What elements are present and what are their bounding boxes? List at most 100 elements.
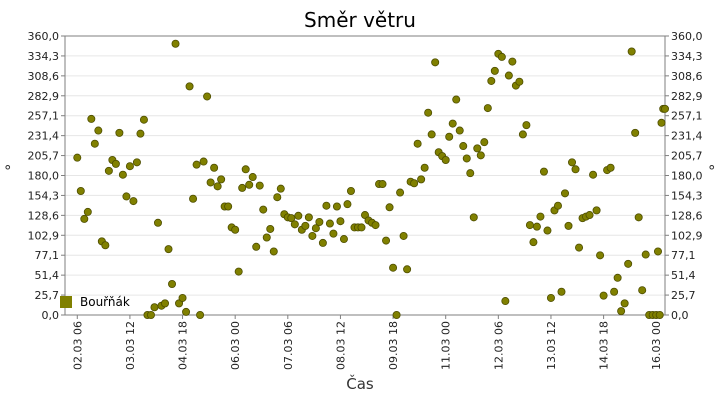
data-point (83, 207, 92, 216)
x-tick-label: 11.03 00 (440, 321, 453, 370)
data-point (322, 201, 331, 210)
data-point (613, 273, 622, 282)
y-tick-label: 0,0 (671, 309, 689, 322)
data-point (115, 128, 124, 137)
data-point (287, 214, 296, 223)
data-point (420, 163, 429, 172)
data-point (122, 192, 131, 201)
data-point (617, 307, 626, 316)
data-point (248, 173, 257, 182)
x-tick-label: 03.03 12 (124, 321, 137, 370)
data-point (487, 76, 496, 85)
data-point (153, 218, 162, 227)
data-point (599, 291, 608, 300)
data-point (210, 163, 219, 172)
data-point (592, 206, 601, 215)
data-point (634, 213, 643, 222)
data-point (136, 129, 145, 138)
data-point (231, 225, 240, 234)
data-point (564, 221, 573, 230)
legend: Bouřňák (60, 295, 130, 309)
data-point (304, 213, 313, 222)
data-point (490, 66, 499, 75)
data-point (318, 238, 327, 247)
data-point (653, 247, 662, 256)
y-tick-label: 51,4 (671, 269, 696, 282)
x-tick-label: 04.03 18 (177, 321, 190, 370)
data-point (259, 205, 268, 214)
data-point (459, 142, 468, 151)
data-point (529, 238, 538, 247)
y-tick-label: 334,3 (671, 50, 703, 63)
x-tick-label: 12.03 06 (492, 321, 505, 370)
y-tick-label: 360,0 (671, 30, 703, 43)
data-point (441, 155, 450, 164)
legend-swatch (60, 296, 72, 308)
data-point (118, 170, 127, 179)
data-point (238, 183, 247, 192)
y-axis-label-right: ° (708, 162, 716, 180)
y-tick-label: 154,3 (671, 189, 703, 202)
y-tick-label: 25,7 (35, 289, 60, 302)
data-point (241, 165, 250, 174)
x-tick-label: 06.03 00 (229, 321, 242, 370)
data-point (641, 250, 650, 259)
data-point (585, 211, 594, 220)
data-point (203, 92, 212, 101)
x-tick-label: 09.03 18 (387, 321, 400, 370)
data-point (480, 138, 489, 147)
data-point (631, 128, 640, 137)
data-point (252, 242, 261, 251)
y-tick-label: 282,9 (28, 90, 60, 103)
data-point (199, 157, 208, 166)
data-point (276, 184, 285, 193)
data-point (417, 175, 426, 184)
y-tick-label: 231,4 (671, 130, 703, 143)
y-tick-label: 205,7 (28, 150, 60, 163)
data-point (445, 132, 454, 141)
data-point (80, 214, 89, 223)
data-point (473, 144, 482, 153)
data-point (518, 130, 527, 139)
data-point (371, 221, 380, 230)
y-tick-label: 77,1 (35, 249, 60, 262)
data-point (125, 162, 134, 171)
data-point (192, 160, 201, 169)
data-point (557, 287, 566, 296)
data-point (396, 188, 405, 197)
data-point (536, 212, 545, 221)
data-point (655, 310, 664, 319)
data-point (661, 104, 670, 113)
data-point (539, 167, 548, 176)
x-axis-label: Čas (346, 374, 374, 393)
data-point (213, 182, 222, 191)
y-tick-label: 308,6 (28, 70, 60, 83)
y-tick-label: 334,3 (28, 50, 60, 63)
data-point (87, 114, 96, 123)
data-point (266, 224, 275, 233)
data-point (346, 186, 355, 195)
data-point (290, 220, 299, 229)
y-tick-label: 308,6 (671, 70, 703, 83)
data-point (160, 299, 169, 308)
y-tick-label: 128,6 (28, 209, 60, 222)
data-point (164, 245, 173, 254)
data-point (610, 287, 619, 296)
data-point (343, 200, 352, 209)
x-tick-label: 02.03 06 (71, 321, 84, 370)
data-point (462, 154, 471, 163)
data-point (469, 213, 478, 222)
data-point (76, 186, 85, 195)
data-point (501, 297, 510, 306)
data-point (508, 57, 517, 66)
data-point (196, 310, 205, 319)
data-point (476, 151, 485, 160)
data-point (638, 286, 647, 295)
data-point (339, 235, 348, 244)
data-point (171, 39, 180, 48)
y-tick-label: 231,4 (28, 130, 60, 143)
y-tick-label: 257,1 (671, 110, 703, 123)
data-point (532, 222, 541, 231)
data-point (452, 95, 461, 104)
data-point (413, 139, 422, 148)
